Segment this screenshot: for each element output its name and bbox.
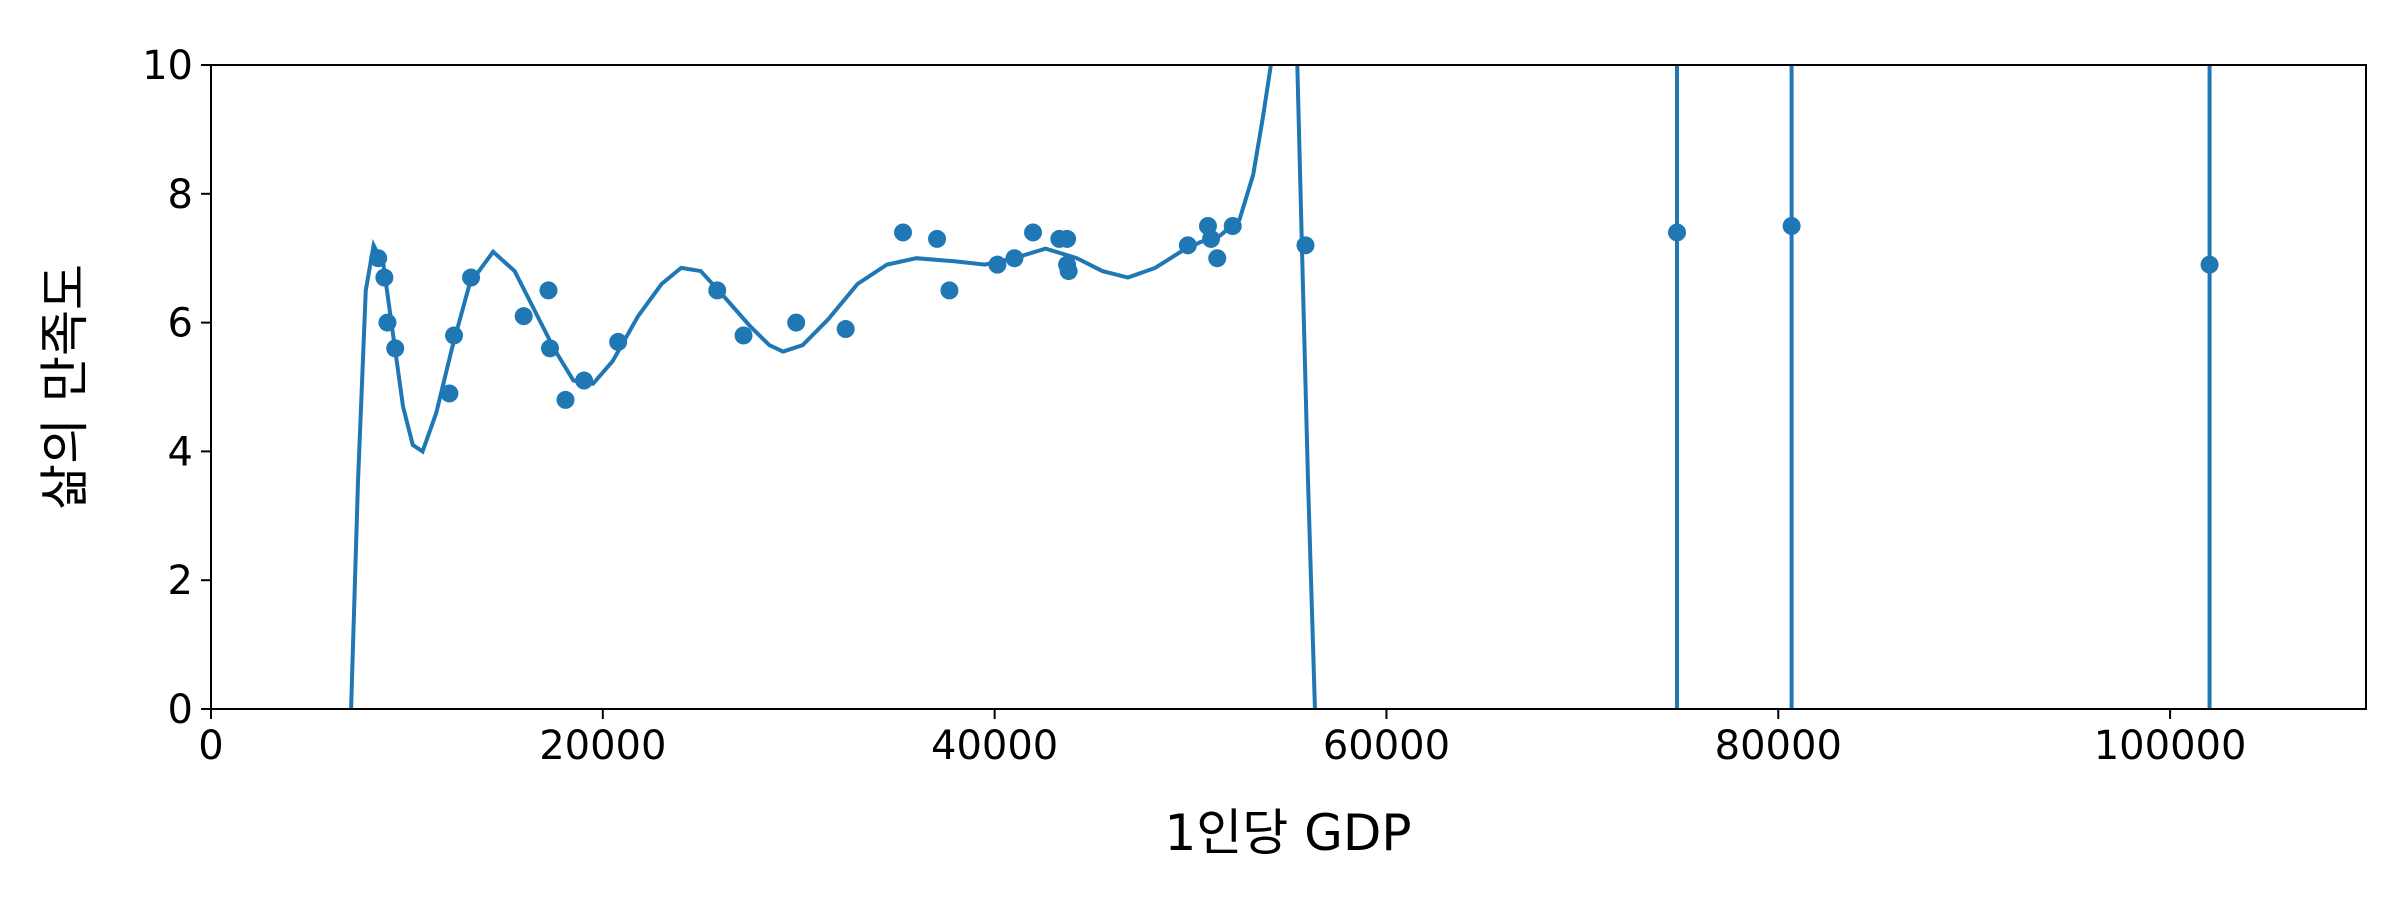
data-point bbox=[378, 313, 397, 332]
y-tick-label: 2 bbox=[168, 558, 193, 604]
data-point bbox=[575, 371, 594, 390]
data-point bbox=[445, 326, 464, 345]
data-point bbox=[556, 390, 575, 409]
y-tick-label: 10 bbox=[142, 43, 193, 89]
x-tick-label: 20000 bbox=[539, 723, 666, 769]
data-point bbox=[708, 281, 727, 300]
data-point bbox=[386, 339, 405, 358]
x-tick-label: 60000 bbox=[1323, 723, 1450, 769]
x-axis-label: 1인당 GDP bbox=[1164, 804, 1411, 862]
y-tick-label: 8 bbox=[168, 172, 193, 218]
data-point bbox=[541, 339, 560, 358]
data-point bbox=[1668, 223, 1687, 242]
x-tick-label: 40000 bbox=[931, 723, 1058, 769]
y-tick-label: 6 bbox=[168, 301, 193, 347]
x-tick-label: 0 bbox=[198, 723, 223, 769]
data-point bbox=[462, 268, 481, 287]
data-point bbox=[893, 223, 912, 242]
data-point bbox=[1223, 217, 1242, 235]
y-tick-label: 0 bbox=[168, 687, 193, 733]
x-tick-label: 80000 bbox=[1715, 723, 1842, 769]
data-point bbox=[1296, 236, 1315, 255]
data-point bbox=[940, 281, 959, 300]
plot-frame bbox=[210, 64, 2367, 710]
x-tick-label: 100000 bbox=[2094, 723, 2247, 769]
data-point bbox=[369, 249, 388, 268]
data-point bbox=[1024, 223, 1043, 242]
data-point bbox=[734, 326, 753, 345]
data-point bbox=[928, 229, 947, 248]
y-tick-label: 4 bbox=[168, 429, 193, 475]
data-point bbox=[609, 332, 628, 351]
data-point bbox=[440, 384, 459, 403]
data-point bbox=[1005, 249, 1024, 268]
data-point bbox=[539, 281, 558, 300]
data-point bbox=[1058, 229, 1077, 248]
data-point bbox=[1782, 217, 1801, 235]
data-point bbox=[2200, 255, 2219, 274]
data-point bbox=[1178, 236, 1197, 255]
data-point bbox=[988, 255, 1007, 274]
data-point bbox=[1202, 229, 1221, 248]
fit-line bbox=[349, 65, 2212, 709]
y-axis-label: 삶의 만족도 bbox=[36, 264, 94, 510]
data-point bbox=[836, 320, 855, 339]
plot-area bbox=[349, 65, 2219, 709]
data-point bbox=[1208, 249, 1227, 268]
data-point bbox=[375, 268, 394, 287]
data-point bbox=[514, 307, 533, 326]
data-point bbox=[1059, 262, 1078, 281]
data-point bbox=[787, 313, 806, 332]
